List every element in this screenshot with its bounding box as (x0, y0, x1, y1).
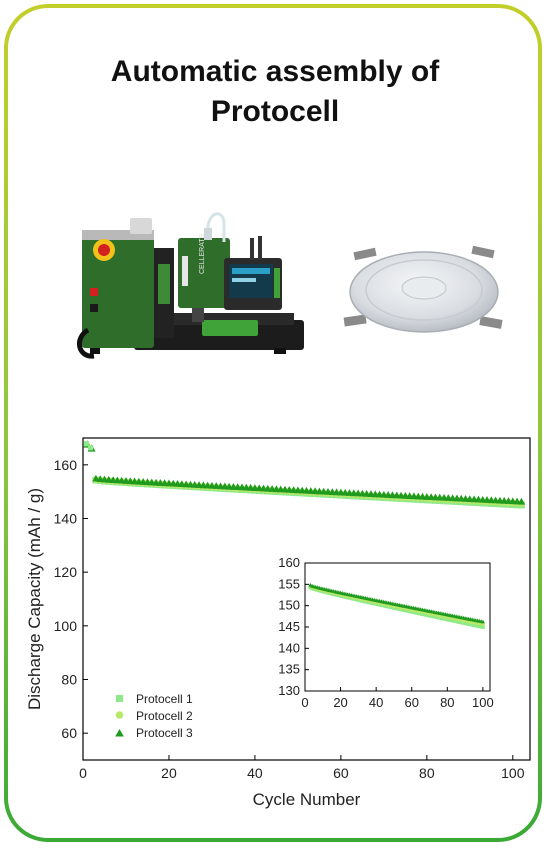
inset-y-tick-label: 130 (278, 683, 300, 698)
inset-axis-ticks: 0 20 40 60 80 100 130 135 140 145 150 155 160 (278, 555, 493, 710)
title-line-1: Automatic assembly of (110, 55, 440, 88)
inset-y-tick-label: 155 (278, 576, 300, 591)
main-data-points (83, 440, 526, 509)
formation-point (87, 445, 94, 451)
x-tick-label: 100 (501, 765, 525, 781)
y-tick-label: 100 (54, 618, 78, 634)
protocell-tab (479, 316, 503, 329)
x-axis-label: Cycle Number (253, 790, 361, 809)
data-point-3 (517, 497, 526, 505)
inset-y-tick-label: 150 (278, 598, 300, 613)
machine-head (178, 238, 230, 308)
inset-plot-frame (304, 562, 491, 692)
title-line-2: Protocell (210, 95, 340, 128)
inset-y-tick-label: 140 (278, 640, 300, 655)
protocell-tab (343, 314, 367, 327)
inset-x-tick-label: 80 (440, 695, 454, 710)
inset-x-tick-label: 0 (301, 695, 308, 710)
inset-y-tick-label: 145 (278, 619, 300, 634)
card-frame (4, 4, 542, 842)
y-tick-label: 120 (54, 564, 78, 580)
inset-data-points (308, 582, 485, 629)
formation-point (83, 441, 89, 447)
inset-data-point-3 (480, 619, 485, 624)
inset-x-tick-label: 20 (333, 695, 347, 710)
legend-marker-protocell-2 (115, 711, 124, 719)
legend-label-protocell-3: Protocell 3 (136, 726, 193, 740)
machine-tray (202, 320, 258, 336)
inset-data-point-1 (480, 625, 485, 629)
inset-y-tick-label: 135 (278, 662, 300, 677)
main-axis-ticks: 0 20 40 60 80 100 60 80 100 120 140 160 (54, 457, 525, 781)
power-switch-icon (90, 288, 98, 296)
y-tick-label: 80 (61, 672, 77, 688)
x-tick-label: 0 (79, 765, 87, 781)
x-tick-label: 80 (419, 765, 435, 781)
page-title: Automatic assembly of Protocell (0, 52, 550, 132)
x-tick-label: 40 (247, 765, 263, 781)
protocell-tab (471, 245, 495, 259)
x-tick-label: 20 (161, 765, 177, 781)
assembly-machine-image: CELLERATE (77, 212, 304, 359)
inset-y-tick-label: 160 (278, 555, 300, 570)
legend-label-protocell-2: Protocell 2 (136, 709, 193, 723)
inset-x-tick-label: 60 (404, 695, 418, 710)
inset-x-tick-label: 40 (369, 695, 383, 710)
inset-data-point-2 (480, 622, 485, 627)
discharge-capacity-chart: 0 20 40 60 80 100 60 80 100 120 140 160 Cycle Numbe… (25, 437, 531, 809)
y-axis-label: Discharge Capacity (mAh / g) (25, 488, 44, 710)
machine-brand-label: CELLERATE (199, 233, 206, 274)
x-tick-label: 60 (333, 765, 349, 781)
y-tick-label: 140 (54, 511, 78, 527)
chart-legend: Protocell 1 Protocell 2 Protocell 3 (115, 692, 193, 740)
y-tick-label: 160 (54, 457, 78, 473)
main-plot-frame (82, 437, 531, 761)
inset-x-tick-label: 100 (472, 695, 494, 710)
legend-marker-protocell-3 (115, 729, 124, 737)
protocell-image (343, 245, 503, 333)
legend-marker-protocell-1 (116, 695, 123, 702)
y-tick-label: 60 (61, 725, 77, 741)
legend-label-protocell-1: Protocell 1 (136, 692, 193, 706)
protocell-tab (353, 247, 377, 261)
